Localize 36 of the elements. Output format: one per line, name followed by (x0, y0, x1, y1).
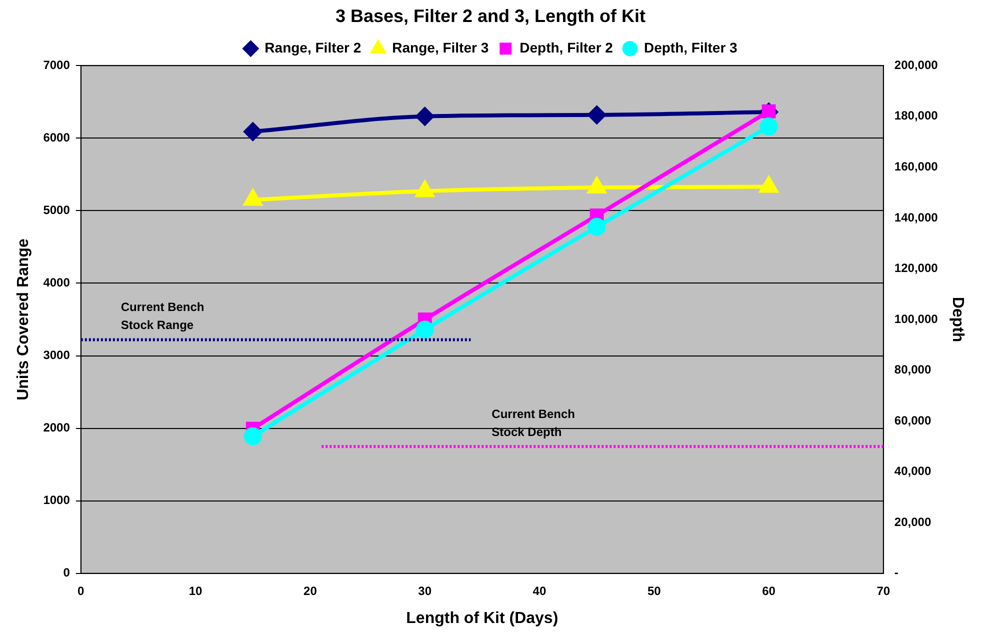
y-tick-label: 3000 (43, 348, 70, 362)
y-tick-label: 5000 (43, 203, 70, 217)
y-tick-label: 6000 (43, 130, 70, 144)
legend-label: Range, Filter 2 (264, 39, 362, 56)
y-tick-label: 7000 (43, 58, 70, 72)
y2-tick-label: 140,000 (894, 210, 938, 224)
y2-tick-label: 100,000 (894, 312, 938, 326)
x-tick-label: 10 (188, 584, 203, 598)
y-axis-title: Units Covered Range (15, 238, 32, 400)
y2-tick-label: 20,000 (894, 514, 932, 529)
legend-label: Range, Filter 3 (392, 39, 489, 56)
x-tick-label: 30 (418, 584, 432, 598)
x-tick-label: 50 (647, 584, 662, 598)
x-tick-label: 60 (762, 584, 776, 598)
y2-tick-label: 160,000 (894, 159, 938, 174)
x-tick-label: 70 (876, 584, 890, 598)
chart-title: 3 Bases, Filter 2 and 3, Length of Kit (335, 6, 646, 26)
y2-tick-label: 80,000 (894, 362, 932, 377)
y-tick-label: 4000 (43, 276, 70, 290)
x-tick-label: 40 (532, 584, 546, 598)
x-tick-label: 20 (304, 584, 318, 598)
y2-tick-label: 200,000 (894, 58, 938, 72)
y-tick-label: 1000 (43, 493, 70, 508)
legend-label: Depth, Filter 2 (520, 39, 614, 56)
y-tick-label: 2000 (43, 420, 70, 435)
y2-tick-label: 180,000 (894, 108, 938, 123)
y2-tick-label: - (894, 566, 898, 580)
y2-tick-label: 120,000 (894, 261, 938, 276)
x-axis-title: Length of Kit (Days) (406, 610, 558, 627)
y2-axis-title: Depth (948, 296, 966, 342)
y2-tick-label: 60,000 (894, 413, 932, 428)
annotation: Current Bench Stock Range (120, 300, 204, 332)
x-tick-label: 0 (78, 584, 85, 598)
legend-label: Depth, Filter 3 (644, 39, 738, 56)
y-tick-label: 0 (63, 566, 70, 580)
y2-tick-label: 40,000 (894, 464, 932, 478)
